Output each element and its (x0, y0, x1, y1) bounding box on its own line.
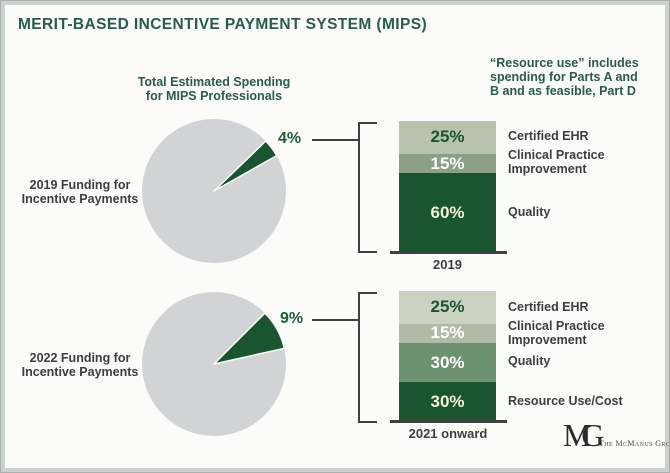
segment-value: 15% (430, 323, 465, 343)
resource-use-note: “Resource use” includes spending for Par… (490, 56, 665, 98)
pie-label-line: 2022 Funding for (29, 351, 131, 365)
pie-chart-2022 (142, 292, 286, 436)
note-line: “Resource use” includes (490, 56, 639, 70)
pie-label-line: Incentive Payments (21, 364, 139, 379)
bar-segment-clinical-practice: 15% (399, 323, 496, 343)
logo-monogram: MG (563, 417, 604, 453)
category-label-clinical-practice: Clinical Practice Improvement (508, 319, 605, 347)
stacked-bar-2019: 25% 15% 60% (399, 121, 496, 252)
stacked-bar-2021: 25% 15% 30% 30% (399, 291, 496, 421)
category-label-resource-use: Resource Use/Cost (508, 394, 623, 408)
segment-value: 25% (430, 297, 465, 317)
bar-segment-quality: 30% (399, 343, 496, 382)
bracket-2019-bottom-arm (358, 251, 377, 253)
bar-segment-resource-use: 30% (399, 382, 496, 421)
category-label-quality: Quality (508, 205, 551, 219)
pie-incentive-slice-4pct (213, 140, 278, 192)
pie-label-line: Incentive Payments (21, 191, 139, 206)
pie-2022-label: 2022 Funding for Incentive Payments (11, 351, 149, 379)
category-label-quality: Quality (508, 354, 551, 368)
category-label-certified-ehr: Certified EHR (508, 129, 589, 143)
bar-segment-certified-ehr: 25% (399, 121, 496, 154)
note-line: B and as feasible, Part D (490, 84, 636, 98)
bar-2019-axis-label: 2019 (433, 257, 462, 272)
pie-label-line: 2019 Funding for (29, 178, 131, 192)
bracket-2021-bottom-arm (358, 421, 377, 423)
bar-segment-certified-ehr: 25% (399, 291, 496, 324)
segment-value: 30% (430, 391, 465, 411)
pies-heading-line: Total Estimated Spending (137, 75, 291, 89)
bracket-2019-top-arm (358, 122, 377, 124)
pie-2019-label: 2019 Funding for Incentive Payments (11, 178, 149, 206)
bar-segment-clinical-practice: 15% (399, 154, 496, 174)
logo-name: The McManus Group (599, 439, 669, 448)
pie-chart-2019 (142, 119, 286, 263)
pies-heading: Total Estimated Spending for MIPS Profes… (114, 75, 314, 103)
callout-connector-line (312, 139, 359, 141)
bar-2021-baseline (390, 420, 507, 423)
segment-value: 60% (430, 202, 465, 222)
callout-9pct: 9% (280, 310, 304, 327)
bracket-2021-top-arm (358, 292, 377, 294)
page-title: MERIT-BASED INCENTIVE PAYMENT SYSTEM (MI… (18, 16, 428, 33)
bracket-2019 (358, 122, 360, 253)
bar-2021-axis-label: 2021 onward (408, 426, 488, 441)
segment-value: 30% (430, 352, 465, 372)
segment-value: 25% (430, 127, 465, 147)
pies-heading-line: for MIPS Professionals (145, 89, 283, 103)
callout-connector-line (312, 319, 359, 321)
callout-4pct: 4% (278, 130, 302, 147)
mcmanus-group-logo: MG The McManus Group (563, 417, 669, 463)
pie-incentive-slice-9pct (213, 312, 286, 365)
category-label-clinical-practice: Clinical Practice Improvement (508, 148, 605, 176)
segment-value: 15% (430, 153, 465, 173)
bar-2019-baseline (390, 251, 507, 254)
bracket-2021 (358, 292, 360, 423)
note-line: spending for Parts A and (490, 70, 638, 84)
category-label-certified-ehr: Certified EHR (508, 300, 589, 314)
bar-segment-quality: 60% (399, 173, 496, 252)
